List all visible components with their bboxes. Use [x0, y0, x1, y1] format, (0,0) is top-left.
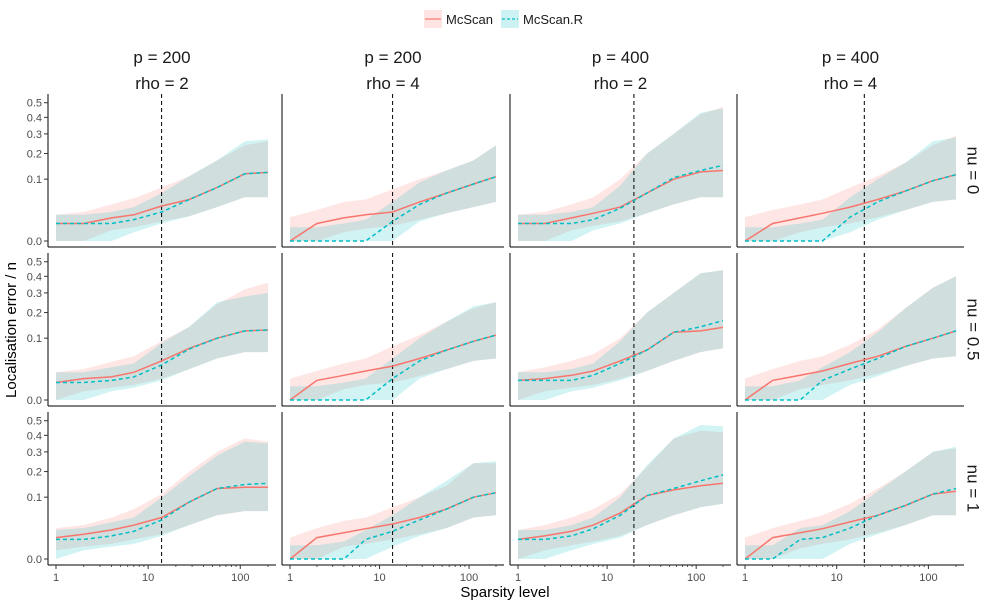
line-McScan-R-r2c0: [56, 482, 269, 541]
y-tick-label-r2c0-1: 0.1: [27, 492, 42, 504]
x-tick-label-r2c0-2: 100: [231, 572, 249, 584]
x-tick-label-r2c3-2: 100: [919, 572, 937, 584]
legend-label-1: McScan.R: [523, 12, 583, 27]
ribbon-McScan-r1c2: [518, 270, 723, 400]
ribbon-McScan-r1c0: [56, 282, 268, 400]
ribbon-McScan-R-r1c1: [290, 302, 496, 400]
x-tick-label-r2c0-1: 10: [142, 572, 154, 584]
y-tick-label-r2c0-0: 0.0: [27, 554, 42, 566]
line-McScan-R-r0c1: [290, 175, 497, 242]
y-tick-label-r2c0-4: 0.4: [27, 430, 42, 442]
y-tick-label-r1c0-5: 0.5: [27, 257, 42, 269]
y-tick-label-r1c0-1: 0.1: [27, 333, 42, 345]
y-tick-label-r2c0-3: 0.3: [27, 447, 42, 459]
ribbon-McScan-r0c3: [745, 135, 956, 241]
x-tick-label-r2c2-0: 1: [515, 572, 521, 584]
line-McScan-R-r2c3: [745, 487, 957, 560]
line-McScan-R-r2c1: [290, 491, 497, 560]
strip-row-2: nu = 1: [964, 465, 983, 513]
strip-rho-3: rho = 4: [824, 74, 877, 93]
strip-p-2: p = 400: [592, 48, 649, 67]
x-tick-label-r2c2-1: 10: [601, 572, 613, 584]
ribbon-McScan-R-r2c3: [745, 446, 956, 559]
x-tick-label-r2c1-2: 100: [460, 572, 478, 584]
line-McScan-R-r1c3: [745, 330, 957, 401]
strip-row-1: nu = 0.5: [964, 299, 983, 361]
y-tick-label-r0c0-0: 0.0: [27, 236, 42, 248]
strip-p-1: p = 200: [364, 48, 421, 67]
ribbon-McScan-r2c2: [518, 430, 723, 559]
x-tick-label-r2c3-1: 10: [831, 572, 843, 584]
y-tick-label-r2c0-2: 0.2: [27, 467, 42, 479]
x-tick-label-r2c0-0: 1: [53, 572, 59, 584]
y-tick-label-r0c0-2: 0.2: [27, 149, 42, 161]
x-tick-label-r2c3-0: 1: [742, 572, 748, 584]
ribbon-McScan-R-r0c3: [745, 137, 956, 241]
x-axis-title: Sparsity level: [460, 584, 549, 601]
y-tick-label-r1c0-0: 0.0: [27, 395, 42, 407]
strip-rho-0: rho = 2: [135, 74, 188, 93]
line-McScan-R-r1c1: [290, 334, 497, 401]
x-tick-label-r2c2-2: 100: [687, 572, 705, 584]
line-McScan-r1c3: [744, 330, 957, 401]
ribbon-McScan-R-r1c2: [518, 270, 723, 400]
ribbon-McScan-R-r2c2: [518, 425, 723, 559]
line-McScan-r0c3: [744, 173, 957, 242]
y-tick-label-r0c0-4: 0.4: [27, 112, 42, 124]
y-tick-label-r0c0-5: 0.5: [27, 98, 42, 110]
ribbon-McScan-r0c2: [518, 107, 723, 241]
line-McScan-r2c2: [517, 482, 724, 541]
line-McScan-R-r0c3: [745, 173, 957, 242]
line-McScan-r2c0: [55, 486, 268, 539]
y-tick-label-r1c0-3: 0.3: [27, 288, 42, 300]
ribbon-McScan-R-r2c1: [290, 461, 496, 559]
line-McScan-r0c0: [56, 171, 269, 225]
ribbon-McScan-r2c3: [745, 448, 956, 559]
y-tick-label-r0c0-1: 0.1: [27, 174, 42, 186]
line-McScan-R-r1c0: [56, 329, 269, 384]
legend-label-0: McScan: [446, 12, 493, 27]
ribbon-McScan-r2c0: [56, 438, 268, 551]
ribbon-McScan-R-r0c2: [518, 108, 723, 242]
y-tick-label-r1c0-2: 0.2: [27, 308, 42, 320]
line-McScan-R-r1c2: [518, 319, 724, 382]
line-McScan-r0c2: [518, 169, 724, 225]
ribbon-McScan-R-r1c3: [745, 276, 956, 400]
ribbon-McScan-r0c0: [56, 141, 268, 241]
strip-rho-1: rho = 4: [366, 74, 419, 93]
strip-row-0: nu = 0: [964, 147, 983, 195]
line-McScan-R-r0c2: [518, 164, 724, 225]
strip-rho-2: rho = 2: [594, 74, 647, 93]
y-axis-title: Localisation error / n: [3, 262, 20, 398]
ribbon-McScan-r1c3: [745, 276, 956, 400]
y-tick-label-r1c0-4: 0.4: [27, 271, 42, 283]
x-tick-label-r2c1-1: 10: [373, 572, 385, 584]
line-McScan-R-r2c2: [518, 474, 724, 541]
strip-p-0: p = 200: [133, 48, 190, 67]
line-McScan-R-r0c0: [56, 171, 269, 225]
x-tick-label-r2c1-0: 1: [287, 572, 293, 584]
ribbon-McScan-R-r0c0: [56, 139, 268, 241]
y-tick-label-r0c0-3: 0.3: [27, 129, 42, 141]
strip-p-3: p = 400: [822, 48, 879, 67]
line-McScan-r1c2: [517, 326, 724, 382]
y-tick-label-r2c0-5: 0.5: [27, 416, 42, 428]
